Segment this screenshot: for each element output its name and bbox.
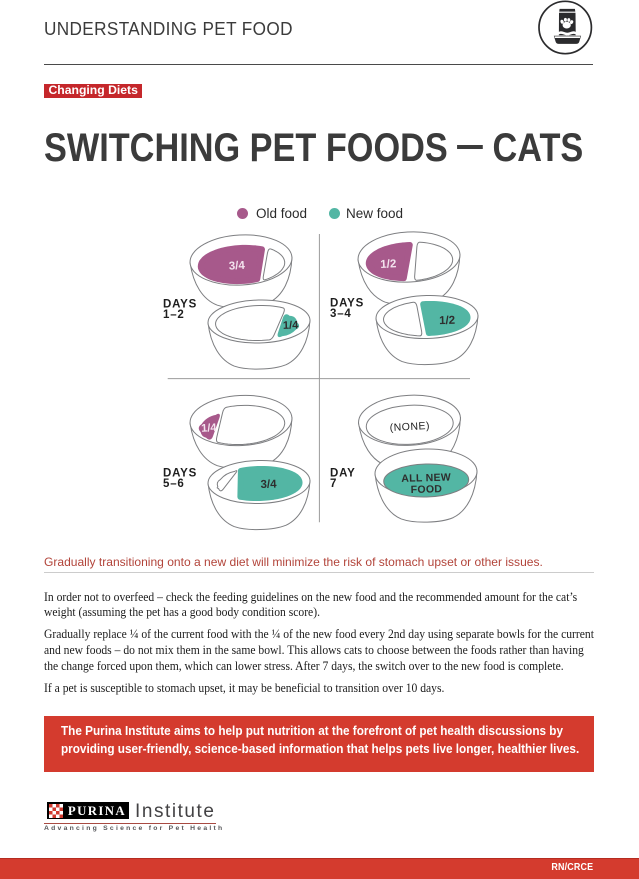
svg-text:(NONE): (NONE) (389, 420, 430, 434)
svg-text:5–6: 5–6 (163, 478, 185, 490)
svg-text:DAY: DAY (330, 468, 356, 480)
svg-text:7: 7 (330, 478, 337, 490)
svg-text:FOOD: FOOD (411, 483, 443, 496)
svg-text:DAYS: DAYS (163, 299, 197, 311)
svg-text:3–4: 3–4 (330, 308, 352, 320)
svg-text:1–2: 1–2 (163, 309, 185, 321)
svg-text:1/2: 1/2 (439, 315, 455, 327)
svg-text:1/4: 1/4 (201, 422, 218, 435)
svg-text:DAYS: DAYS (330, 298, 364, 310)
svg-text:ALL NEW: ALL NEW (401, 472, 451, 485)
svg-text:3/4: 3/4 (229, 260, 246, 273)
svg-text:DAYS: DAYS (163, 468, 197, 480)
svg-text:1/4: 1/4 (283, 319, 299, 331)
svg-text:1/2: 1/2 (380, 258, 397, 271)
svg-text:3/4: 3/4 (260, 479, 277, 491)
